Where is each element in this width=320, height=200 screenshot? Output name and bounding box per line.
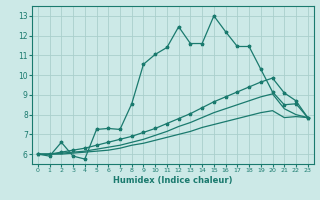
X-axis label: Humidex (Indice chaleur): Humidex (Indice chaleur) — [113, 176, 233, 185]
